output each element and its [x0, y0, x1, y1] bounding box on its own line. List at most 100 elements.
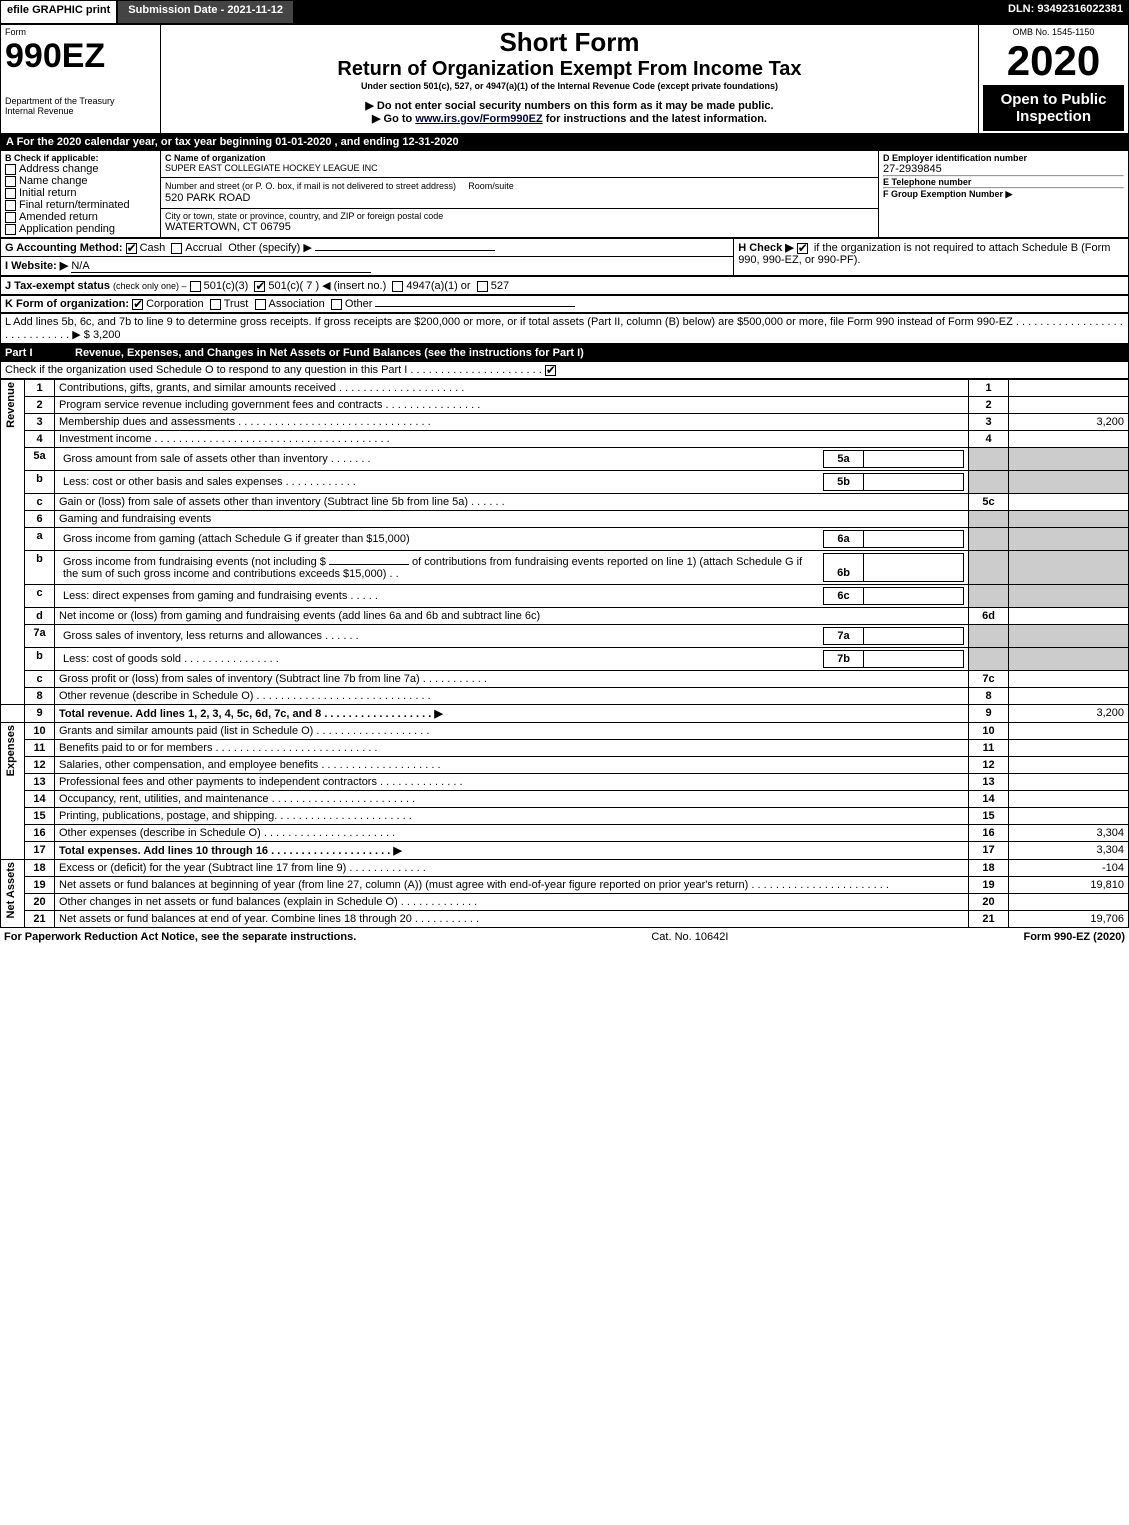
row-7a-grey — [969, 625, 1009, 648]
footer-right: Form 990-EZ (2020) — [1023, 931, 1125, 943]
accrual-label: Accrual — [185, 242, 222, 254]
row-8-rn: 8 — [969, 688, 1009, 705]
org-name: SUPER EAST COLLEGIATE HOCKEY LEAGUE INC — [165, 163, 874, 173]
row-6b-sv — [864, 554, 964, 582]
row-2-rn: 2 — [969, 397, 1009, 414]
chk-527[interactable]: 527 — [477, 280, 509, 292]
row-5c-rn: 5c — [969, 494, 1009, 511]
row-8-text: Other revenue (describe in Schedule O) .… — [55, 688, 969, 705]
chk-name-change-label: Name change — [19, 175, 88, 187]
row-5b-num: b — [25, 471, 55, 494]
irs-link[interactable]: www.irs.gov/Form990EZ — [415, 113, 542, 125]
row-12-num: 12 — [25, 757, 55, 774]
501c3-label: 501(c)(3) — [204, 280, 249, 292]
corporation-label: Corporation — [146, 298, 203, 310]
chk-501c3[interactable]: 501(c)(3) — [190, 280, 249, 292]
row-10-text: Grants and similar amounts paid (list in… — [55, 723, 969, 740]
row-7c-text: Gross profit or (loss) from sales of inv… — [55, 671, 969, 688]
part-i-table: Revenue 1 Contributions, gifts, grants, … — [0, 379, 1129, 928]
chk-address-change[interactable]: Address change — [5, 163, 156, 175]
row-19-rn: 19 — [969, 877, 1009, 894]
row-3-value: 3,200 — [1009, 414, 1129, 431]
chk-corporation[interactable]: Corporation — [132, 298, 203, 310]
row-11-num: 11 — [25, 740, 55, 757]
row-6c-num: c — [25, 585, 55, 608]
chk-schedule-o[interactable] — [545, 364, 559, 376]
row-17-num: 17 — [25, 842, 55, 860]
row-6a-grey2 — [1009, 528, 1129, 551]
row-16-text: Other expenses (describe in Schedule O) … — [55, 825, 969, 842]
row-5a-grey2 — [1009, 448, 1129, 471]
row-20-text: Other changes in net assets or fund bala… — [55, 894, 969, 911]
section-e-label: E Telephone number — [883, 177, 1124, 187]
chk-final-return-label: Final return/terminated — [19, 199, 130, 211]
row-7b-text: Less: cost of goods sold . . . . . . . .… — [59, 651, 824, 668]
row-14-num: 14 — [25, 791, 55, 808]
row-10-rn: 10 — [969, 723, 1009, 740]
association-label: Association — [269, 298, 325, 310]
row-6b-blank[interactable] — [329, 564, 409, 565]
row-6b-num: b — [25, 551, 55, 585]
row-17-rn: 17 — [969, 842, 1009, 860]
return-subtitle: Under section 501(c), 527, or 4947(a)(1)… — [165, 81, 974, 91]
line-i-label: I Website: ▶ — [5, 260, 68, 272]
row-5b-grey2 — [1009, 471, 1129, 494]
row-21-num: 21 — [25, 911, 55, 928]
chk-initial-return[interactable]: Initial return — [5, 187, 156, 199]
row-13-value — [1009, 774, 1129, 791]
chk-final-return[interactable]: Final return/terminated — [5, 199, 156, 211]
other-specify-input[interactable] — [315, 250, 495, 251]
row-6c-grey — [969, 585, 1009, 608]
row-16-num: 16 — [25, 825, 55, 842]
short-form-title: Short Form — [165, 27, 974, 58]
row-15-rn: 15 — [969, 808, 1009, 825]
row-9-rn: 9 — [969, 705, 1009, 723]
part-i-header: Part I Revenue, Expenses, and Changes in… — [0, 344, 1129, 379]
chk-other-org[interactable]: Other — [331, 298, 373, 310]
row-19-num: 19 — [25, 877, 55, 894]
chk-association[interactable]: Association — [255, 298, 325, 310]
row-8-num: 8 — [25, 688, 55, 705]
row-20-rn: 20 — [969, 894, 1009, 911]
other-org-label: Other — [345, 298, 373, 310]
other-org-input[interactable] — [375, 306, 575, 307]
line-k: K Form of organization: Corporation Trus… — [0, 295, 1129, 313]
chk-cash[interactable]: Cash — [126, 242, 166, 254]
line-j: J Tax-exempt status (check only one) ‒ 5… — [0, 276, 1129, 295]
footer-cat-no: Cat. No. 10642I — [651, 931, 728, 943]
chk-4947[interactable]: 4947(a)(1) or — [392, 280, 470, 292]
line-a-tax-year: A For the 2020 calendar year, or tax yea… — [0, 134, 1129, 150]
row-11-text: Benefits paid to or for members . . . . … — [55, 740, 969, 757]
chk-name-change[interactable]: Name change — [5, 175, 156, 187]
efile-print-button[interactable]: efile GRAPHIC print — [0, 0, 117, 24]
chk-amended-return[interactable]: Amended return — [5, 211, 156, 223]
row-15-value — [1009, 808, 1129, 825]
chk-trust[interactable]: Trust — [210, 298, 249, 310]
row-4-num: 4 — [25, 431, 55, 448]
row-3-text: Membership dues and assessments . . . . … — [55, 414, 969, 431]
dept-irs: Internal Revenue — [5, 106, 156, 116]
chk-amended-return-label: Amended return — [19, 211, 98, 223]
row-20-num: 20 — [25, 894, 55, 911]
row-5c-num: c — [25, 494, 55, 511]
row-6d-rn: 6d — [969, 608, 1009, 625]
row-1-num: 1 — [25, 380, 55, 397]
goto-prefix: ▶ Go to — [372, 113, 415, 125]
chk-schedule-b[interactable] — [797, 242, 811, 254]
chk-accrual[interactable]: Accrual — [171, 242, 222, 254]
row-6-text: Gaming and fundraising events — [55, 511, 969, 528]
footer-right-suffix: (2020) — [1090, 931, 1125, 943]
row-4-text: Investment income . . . . . . . . . . . … — [55, 431, 969, 448]
row-11-value — [1009, 740, 1129, 757]
501c-label: 501(c)( 7 ) ◀ (insert no.) — [268, 280, 386, 292]
row-6b-grey2 — [1009, 551, 1129, 585]
row-7b-sv — [864, 651, 964, 668]
527-label: 527 — [491, 280, 509, 292]
room-label: Room/suite — [468, 181, 514, 191]
chk-application-pending[interactable]: Application pending — [5, 223, 156, 235]
row-17-text: Total expenses. Add lines 10 through 16 … — [55, 842, 969, 860]
chk-501c[interactable]: 501(c)( 7 ) ◀ (insert no.) — [254, 280, 386, 292]
row-7c-rn: 7c — [969, 671, 1009, 688]
row-5b-sv — [864, 474, 964, 491]
open-to-public: Open to Public Inspection — [983, 85, 1124, 131]
